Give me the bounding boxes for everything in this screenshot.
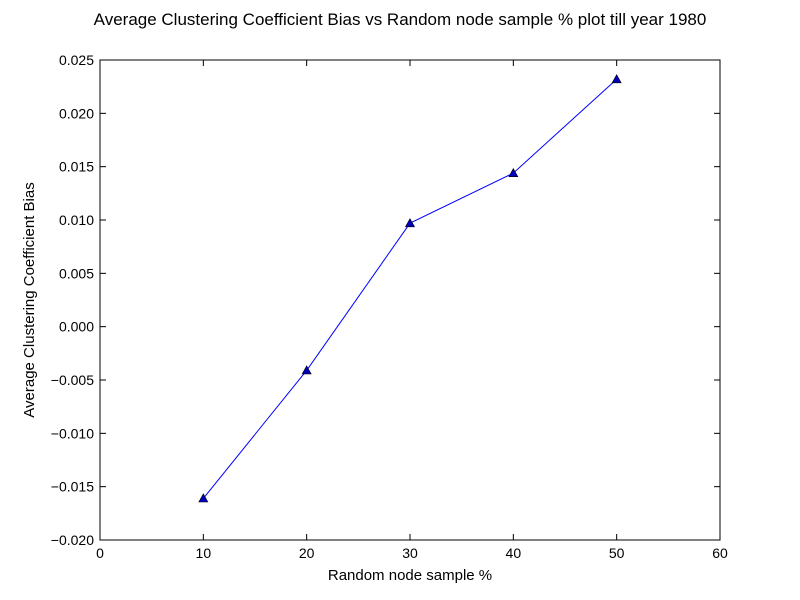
x-tick-label: 20 bbox=[299, 545, 315, 561]
data-point-marker bbox=[301, 365, 312, 375]
y-tick-label: 0.000 bbox=[59, 319, 94, 335]
y-axis-label: Average Clustering Coefficient Bias bbox=[21, 182, 38, 417]
x-tick-label: 30 bbox=[402, 545, 418, 561]
data-point-marker bbox=[198, 493, 209, 503]
y-tick-label: 0.020 bbox=[59, 105, 94, 121]
x-tick-label: 0 bbox=[96, 545, 104, 561]
axis-ticks: 0 10 20 30 40 50 60 −0.020 −0.015 −0.010 −0.005 0.0… bbox=[51, 52, 728, 561]
y-tick-label: 0.010 bbox=[59, 212, 94, 228]
y-tick-label: −0.010 bbox=[51, 425, 94, 441]
x-axis-label: Random node sample % bbox=[328, 567, 492, 584]
data-point-marker bbox=[611, 74, 622, 84]
series-line bbox=[202, 78, 618, 499]
y-tick-label: 0.015 bbox=[59, 159, 94, 175]
x-tick-label: 10 bbox=[196, 545, 212, 561]
chart-title: Average Clustering Coefficient Bias vs R… bbox=[94, 10, 707, 29]
plot-frame bbox=[99, 59, 721, 541]
data-point-marker bbox=[508, 167, 519, 177]
x-tick-label: 50 bbox=[609, 545, 625, 561]
y-tick-label: 0.005 bbox=[59, 265, 94, 281]
data-point-marker bbox=[404, 218, 416, 228]
y-tick-label: −0.020 bbox=[51, 532, 94, 548]
y-tick-label: −0.015 bbox=[51, 479, 94, 495]
y-tick-label: −0.005 bbox=[51, 372, 94, 388]
y-tick-label: 0.025 bbox=[59, 52, 94, 68]
series-group bbox=[198, 74, 622, 503]
x-tick-label: 60 bbox=[712, 545, 728, 561]
x-tick-label: 40 bbox=[506, 545, 522, 561]
